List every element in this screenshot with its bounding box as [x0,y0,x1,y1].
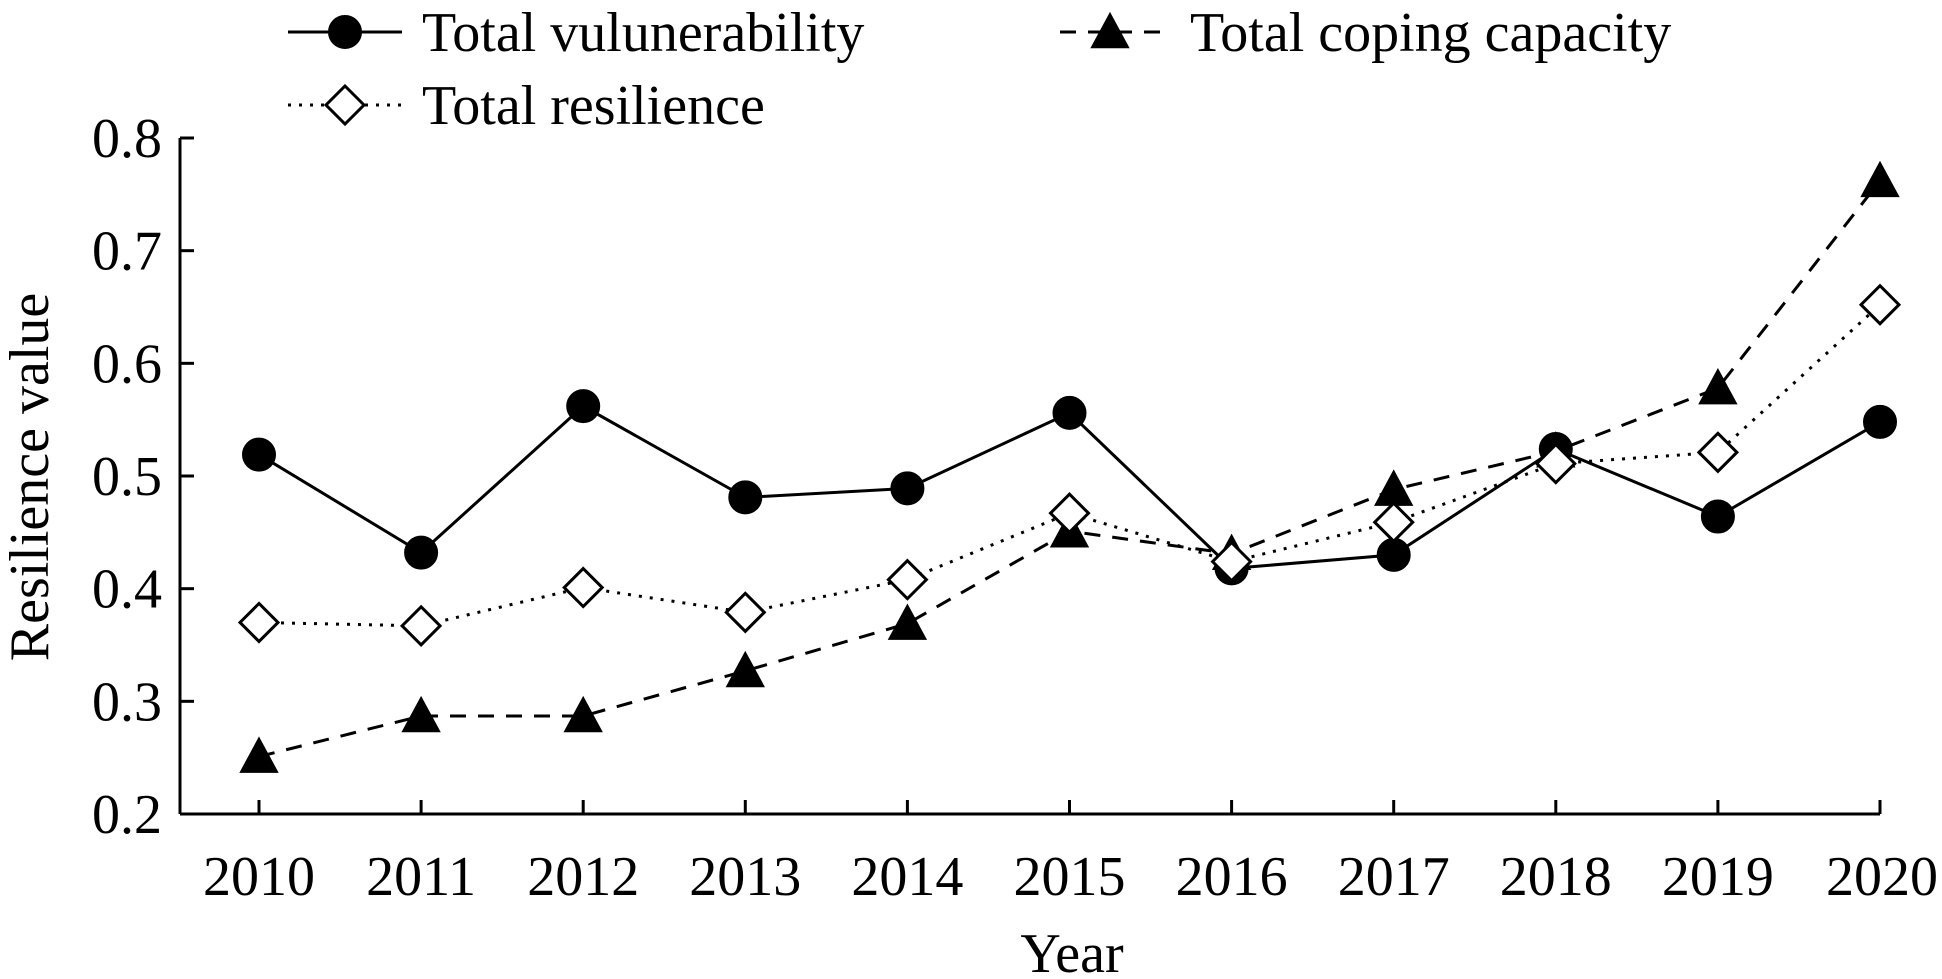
series-1-point-9 [1698,368,1738,405]
y-axis-title: Resilience value [0,293,61,662]
y-tick-label-1: 0.3 [92,671,162,733]
series-2-line [258,303,1882,628]
series-layer [237,160,1902,773]
series-1-point-7 [1374,469,1414,506]
series-2-point-3 [724,591,767,634]
legend-marker-1 [1090,11,1130,49]
series-0-point-0 [242,437,276,472]
series-1-point-3 [725,650,765,688]
series-2-point-0 [237,601,281,644]
x-tick-label-1: 2011 [366,846,476,908]
series-0-point-5 [1052,395,1087,430]
y-tick-label-0: 0.2 [92,784,162,846]
series-1 [239,160,1900,773]
series-1-line [258,179,1882,758]
axes: 0.2 0.3 0.4 0.5 0.6 0.7 0.8 2010 2011 2012 2013 201… [92,108,1938,908]
x-tick-label-5: 2015 [1014,846,1126,908]
x-tick-label-3: 2013 [689,846,801,908]
series-1-point-1 [401,695,441,733]
legend-item-1: Total coping capacity [1060,2,1671,64]
series-0-point-4 [890,471,925,506]
series-0-point-1 [404,535,439,570]
legend-item-0: Total vulunerability [288,2,864,64]
x-tick-label-4: 2014 [851,846,963,908]
y-tick-label-3: 0.5 [92,446,162,508]
x-tick-label-0: 2010 [203,846,315,908]
series-2 [237,283,1902,647]
legend-label-2: Total resilience [422,75,765,137]
series-2-point-10 [1858,283,1902,326]
y-tick-label-6: 0.8 [92,108,162,170]
legend-label-0: Total vulunerability [422,2,864,64]
x-tick-label-10: 2020 [1826,846,1938,908]
series-1-point-0 [239,736,279,773]
series-1-point-2 [563,695,603,733]
x-tick-label-8: 2018 [1500,846,1612,908]
series-0-point-3 [728,480,763,515]
y-tick-label-2: 0.4 [92,559,162,621]
series-0-point-9 [1700,499,1735,534]
series-2-point-5 [1048,492,1091,535]
series-0 [242,389,1897,586]
x-tick-label-2: 2012 [527,846,639,908]
series-0-point-10 [1863,404,1897,439]
y-tick-label-4: 0.6 [92,333,162,395]
series-1-point-10 [1860,160,1900,198]
series-1-point-4 [887,603,928,640]
series-0-point-7 [1376,537,1411,572]
legend-item-2: Total resilience [288,75,765,137]
series-2-point-8 [1534,442,1577,485]
y-tick-label-5: 0.7 [92,221,162,283]
x-tick-label-9: 2019 [1662,846,1774,908]
legend-marker-0 [328,15,362,49]
legend: Total vulunerability Total coping capacit… [288,2,1671,137]
series-2-point-9 [1696,431,1740,474]
series-2-point-7 [1372,501,1415,544]
series-0-point-2 [566,389,601,424]
x-tick-label-7: 2017 [1338,846,1450,908]
series-2-point-2 [562,566,605,609]
series-2-point-6 [1210,540,1253,583]
series-2-point-4 [886,558,929,601]
x-tick-label-6: 2016 [1176,846,1288,908]
x-axis-title: Year [1020,923,1124,979]
legend-label-1: Total coping capacity [1190,2,1671,64]
series-2-point-1 [399,604,443,647]
legend-marker-2 [323,83,367,127]
